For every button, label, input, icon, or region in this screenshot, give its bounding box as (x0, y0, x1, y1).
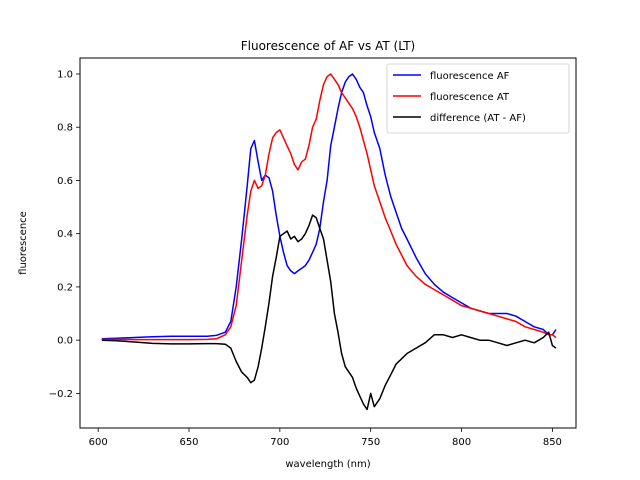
x-axis: 600 650 700 750 800 850 (89, 428, 562, 448)
x-tick-label: 850 (543, 437, 562, 448)
x-tick-label: 600 (89, 437, 108, 448)
x-tick-label: 700 (270, 437, 289, 448)
series-line-2 (101, 73, 557, 341)
y-tick-label: 0.2 (57, 282, 73, 293)
legend-label: fluorescence AF (430, 71, 510, 82)
plot-frame (79, 57, 577, 429)
legend-box (386, 63, 570, 134)
y-tick-label: 0.8 (57, 123, 73, 134)
legend-label: fluorescence AT (430, 92, 510, 103)
x-tick-label: 800 (452, 437, 471, 448)
plot-lines (101, 73, 557, 411)
legend: fluorescence AF fluorescence AT difference… (386, 63, 570, 134)
y-tick-label: 0.4 (57, 229, 73, 240)
x-tick-label: 750 (361, 437, 380, 448)
y-tick-label: −0.2 (49, 389, 73, 400)
chart-title: Fluorescence of AF vs AT (LT) (241, 39, 416, 53)
y-tick-label: 0.0 (57, 336, 73, 347)
y-axis: −0.2 0.0 0.2 0.4 0.6 0.8 1.0 (49, 69, 80, 400)
series-line-1 (101, 73, 557, 340)
y-axis-label: fluorescence (18, 211, 29, 275)
y-tick-label: 1.0 (57, 69, 73, 80)
series-line-3 (101, 214, 557, 411)
x-axis-label: wavelength (nm) (285, 459, 370, 470)
legend-label: difference (AT - AF) (430, 113, 526, 124)
x-tick-label: 650 (179, 437, 198, 448)
y-tick-label: 0.6 (57, 176, 73, 187)
